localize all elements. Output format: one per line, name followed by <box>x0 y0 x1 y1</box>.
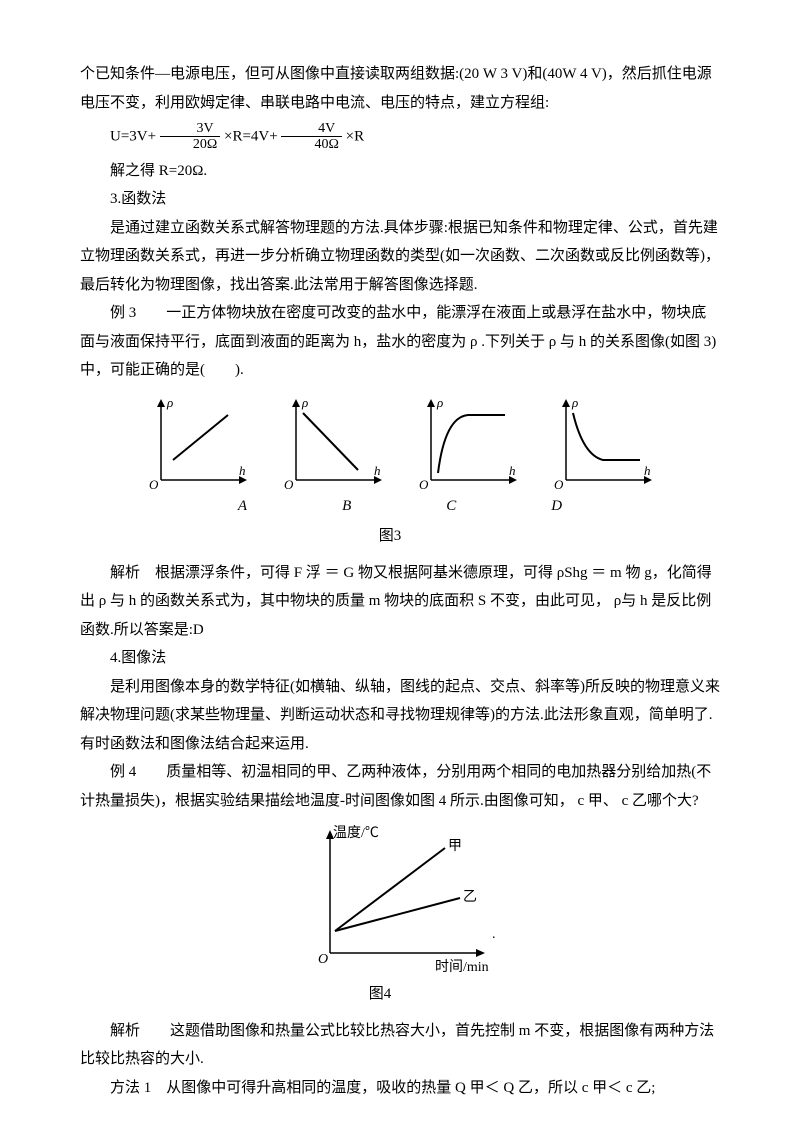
svg-text:ρ: ρ <box>571 395 578 410</box>
equation: U=3V+ 3V 20Ω ×R=4V+ 4V 40Ω ×R <box>80 121 720 153</box>
svg-text:O: O <box>149 477 159 490</box>
figure-3-row: ρ h O ρ h O ρ h O <box>80 395 720 490</box>
svg-text:h: h <box>644 463 651 478</box>
method-label: 方法 1 <box>110 1080 151 1096</box>
graph-b: ρ h O <box>278 395 388 490</box>
paragraph: 是通过建立函数关系式解答物理题的方法.具体步骤:根据已知条件和物理定律、公式，首… <box>80 214 720 300</box>
figure-3-labels: A B C D <box>80 492 720 521</box>
svg-text:ρ: ρ <box>166 395 173 410</box>
label-d: D <box>551 492 562 521</box>
label-b: B <box>342 492 351 521</box>
method-text: 从图像中可得升高相同的温度，吸收的热量 Q 甲＜ Q 乙，所以 c 甲＜ c 乙… <box>166 1080 655 1096</box>
example-text: 一正方体物块放在密度可改变的盐水中，能漂浮在液面上或悬浮在盐水中，物块底面与液面… <box>80 305 716 378</box>
paragraph: 个已知条件—电源电压，但可从图像中直接读取两组数据:(20 W 3 V)和(40… <box>80 60 720 117</box>
caption-text: 图3 <box>379 528 402 544</box>
graph-temp-time: 温度/℃ 时间/min 甲 乙 O . <box>285 823 515 978</box>
analysis-label: 解析 <box>110 565 140 581</box>
svg-text:时间/min: 时间/min <box>435 959 489 975</box>
denominator: 20Ω <box>160 137 220 152</box>
document-page: 个已知条件—电源电压，但可从图像中直接读取两组数据:(20 W 3 V)和(40… <box>0 0 800 1142</box>
caption-text: 图4 <box>369 986 392 1002</box>
svg-text:O: O <box>419 477 429 490</box>
svg-text:h: h <box>374 463 381 478</box>
formula-part: U=3V+ <box>110 128 156 144</box>
analysis-3: 解析 根据漂浮条件，可得 F 浮 ＝ G 物又根据阿基米德原理，可得 ρShg … <box>80 559 720 645</box>
analysis-4: 解析 这题借助图像和热量公式比较比热容大小，首先控制 m 不变，根据图像有两种方… <box>80 1017 720 1074</box>
graph-a: ρ h O <box>143 395 253 490</box>
section-heading: 4.图像法 <box>80 644 720 673</box>
denominator: 40Ω <box>281 137 341 152</box>
paragraph: 解之得 R=20Ω. <box>80 157 720 186</box>
svg-text:温度/℃: 温度/℃ <box>333 825 379 841</box>
numerator: 3V <box>160 121 220 137</box>
analysis-text: 根据漂浮条件，可得 F 浮 ＝ G 物又根据阿基米德原理，可得 ρShg ＝ m… <box>80 565 712 638</box>
label-a: A <box>238 492 247 521</box>
graph-d: ρ h O <box>548 395 658 490</box>
label-c: C <box>446 492 456 521</box>
section-heading: 3.函数法 <box>80 185 720 214</box>
svg-text:O: O <box>554 477 564 490</box>
analysis-text: 这题借助图像和热量公式比较比热容大小，首先控制 m 不变，根据图像有两种方法比较… <box>80 1023 714 1068</box>
svg-text:O: O <box>284 477 294 490</box>
method-1: 方法 1 从图像中可得升高相同的温度，吸收的热量 Q 甲＜ Q 乙，所以 c 甲… <box>80 1074 720 1103</box>
svg-text:h: h <box>239 463 246 478</box>
numerator: 4V <box>281 121 341 137</box>
fraction: 3V 20Ω <box>160 121 220 153</box>
example-3: 例 3 一正方体物块放在密度可改变的盐水中，能漂浮在液面上或悬浮在盐水中，物块底… <box>80 299 720 385</box>
svg-text:.: . <box>492 927 496 942</box>
example-label: 例 4 <box>110 764 136 780</box>
svg-text:h: h <box>509 463 516 478</box>
svg-text:ρ: ρ <box>301 395 308 410</box>
analysis-label: 解析 <box>110 1023 140 1039</box>
paragraph: 是利用图像本身的数学特征(如横轴、纵轴，图线的起点、交点、斜率等)所反映的物理意… <box>80 673 720 759</box>
svg-text:O: O <box>318 952 328 967</box>
example-text: 质量相等、初温相同的甲、乙两种液体，分别用两个相同的电加热器分别给加热(不计热量… <box>80 764 711 809</box>
figure-4-caption: 图4 <box>80 980 720 1009</box>
formula-part: ×R <box>346 128 364 144</box>
svg-text:乙: 乙 <box>463 889 477 905</box>
svg-text:ρ: ρ <box>436 395 443 410</box>
fraction: 4V 40Ω <box>281 121 341 153</box>
example-4: 例 4 质量相等、初温相同的甲、乙两种液体，分别用两个相同的电加热器分别给加热(… <box>80 758 720 815</box>
example-label: 例 3 <box>110 305 136 321</box>
formula-part: ×R=4V+ <box>224 128 278 144</box>
graph-c: ρ h O <box>413 395 523 490</box>
figure-4: 温度/℃ 时间/min 甲 乙 O . <box>80 823 720 978</box>
svg-text:甲: 甲 <box>448 839 462 854</box>
figure-3-caption: 图3 <box>80 522 720 551</box>
